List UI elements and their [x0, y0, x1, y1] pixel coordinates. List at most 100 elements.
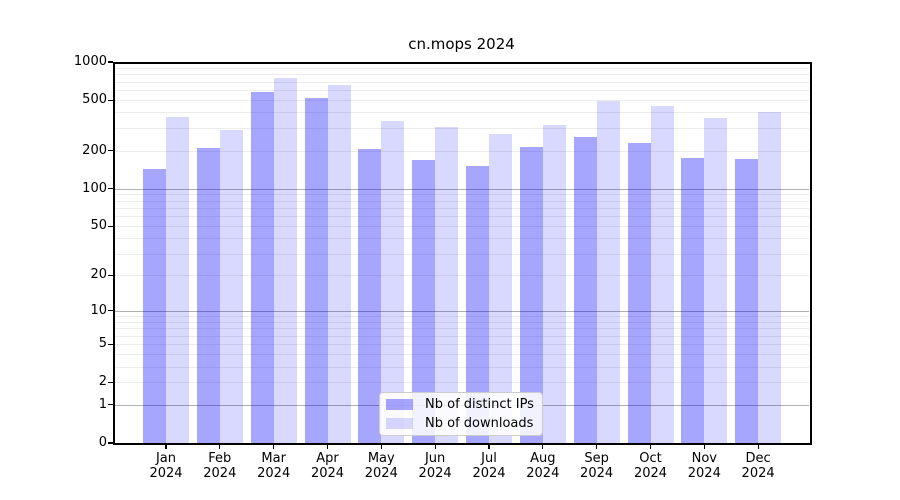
minor-gridline [114, 354, 809, 356]
minor-gridline [114, 335, 809, 337]
minor-gridline [114, 216, 809, 218]
x-tick-mark [596, 444, 598, 450]
minor-gridline [114, 112, 809, 114]
y-tick-mark [108, 149, 113, 152]
x-tick-label-year: 2024 [310, 466, 345, 481]
legend-swatch-downloads-icon [386, 418, 413, 429]
y-tick-label: 20 [90, 267, 107, 283]
bar-distinct-ips [681, 158, 705, 443]
bottom-spine [113, 443, 812, 445]
minor-gridline [114, 226, 809, 228]
minor-gridline [114, 150, 809, 152]
minor-gridline [114, 382, 809, 384]
y-tick-label: 50 [90, 218, 107, 234]
y-tick-label: 0 [98, 435, 107, 450]
x-tick-mark [542, 444, 544, 450]
x-tick-mark [273, 444, 275, 450]
minor-gridline [114, 328, 809, 330]
y-tick-mark [108, 187, 113, 190]
bar-distinct-ips [304, 98, 328, 443]
y-tick-mark [108, 404, 113, 406]
legend-entry-downloads: Nb of downloads [386, 416, 536, 431]
legend-label-distinct-ips: Nb of distinct IPs [425, 397, 534, 412]
minor-gridline [114, 194, 809, 196]
x-tick-label-year: 2024 [741, 466, 775, 481]
minor-gridline [114, 238, 809, 240]
x-tick-label-month: Jul [481, 451, 497, 466]
right-spine [810, 62, 812, 445]
y-tick-mark [108, 274, 113, 276]
bar-downloads [758, 112, 782, 443]
minor-gridline [114, 67, 809, 69]
x-tick-label-year: 2024 [633, 466, 668, 481]
minor-gridline [114, 366, 809, 368]
minor-gridline [114, 74, 809, 76]
x-tick-label-month: May [367, 451, 395, 466]
bar-distinct-ips [250, 92, 274, 443]
x-tick-label-year: 2024 [687, 466, 721, 481]
legend-entry-distinct-ips: Nb of distinct IPs [386, 397, 536, 412]
bar-downloads [650, 106, 674, 443]
minor-gridline [114, 100, 809, 102]
x-tick-label-year: 2024 [149, 466, 183, 481]
bar-downloads [327, 84, 351, 443]
bar-downloads [435, 126, 459, 443]
x-tick-mark [703, 444, 705, 450]
y-tick-label: 2 [98, 374, 107, 390]
y-tick-mark [108, 381, 113, 383]
minor-gridline [114, 81, 809, 83]
x-tick-label-month: Mar [261, 451, 286, 466]
x-tick-label-year: 2024 [526, 466, 560, 481]
bar-downloads [273, 77, 297, 443]
bar-distinct-ips [358, 149, 382, 443]
bar-distinct-ips [573, 136, 597, 443]
x-tick-label-month: Oct [639, 451, 662, 466]
minor-gridline [114, 316, 809, 317]
x-tick-mark [434, 444, 436, 450]
bar-downloads [166, 116, 189, 443]
x-tick-label-year: 2024 [472, 466, 506, 481]
minor-gridline [114, 253, 809, 255]
bar-downloads [704, 118, 728, 443]
x-tick-mark [488, 444, 490, 450]
bar-distinct-ips [196, 147, 220, 443]
legend: Nb of distinct IPs Nb of downloads [379, 392, 543, 436]
left-spine [113, 62, 115, 445]
x-tick-label-month: Apr [316, 451, 339, 466]
major-gridline [114, 310, 809, 312]
y-tick-label: 500 [82, 92, 107, 108]
y-tick-mark [108, 61, 113, 63]
y-tick-label: 1000 [73, 54, 107, 69]
y-tick-label: 200 [82, 142, 107, 158]
top-spine [113, 62, 812, 64]
y-tick-label: 10 [90, 302, 107, 318]
y-tick-mark [108, 99, 113, 101]
bar-distinct-ips [735, 158, 759, 443]
y-tick-label: 1 [98, 396, 107, 412]
y-tick-mark [108, 442, 113, 444]
x-tick-label-month: Nov [691, 451, 717, 466]
x-tick-label-year: 2024 [418, 466, 452, 481]
x-tick-label-year: 2024 [580, 466, 614, 481]
x-tick-mark [219, 444, 221, 450]
bar-downloads [596, 100, 620, 443]
x-tick-mark [649, 444, 652, 450]
bar-downloads [489, 134, 512, 443]
minor-gridline [114, 275, 809, 277]
x-tick-label-month: Feb [208, 451, 232, 466]
bar-distinct-ips [412, 159, 436, 443]
minor-gridline [114, 321, 809, 323]
y-tick-mark [108, 343, 113, 345]
x-tick-mark [326, 444, 329, 450]
bar-downloads [542, 124, 566, 443]
bar-downloads [381, 121, 405, 443]
x-tick-label-month: Sep [584, 451, 609, 466]
minor-gridline [114, 90, 809, 92]
x-tick-mark [165, 444, 167, 450]
x-tick-label-month: Jun [424, 451, 446, 466]
y-tick-label: 5 [98, 336, 107, 352]
x-tick-label-year: 2024 [203, 466, 237, 481]
x-tick-label-month: Aug [530, 451, 556, 466]
y-tick-mark [108, 225, 113, 227]
